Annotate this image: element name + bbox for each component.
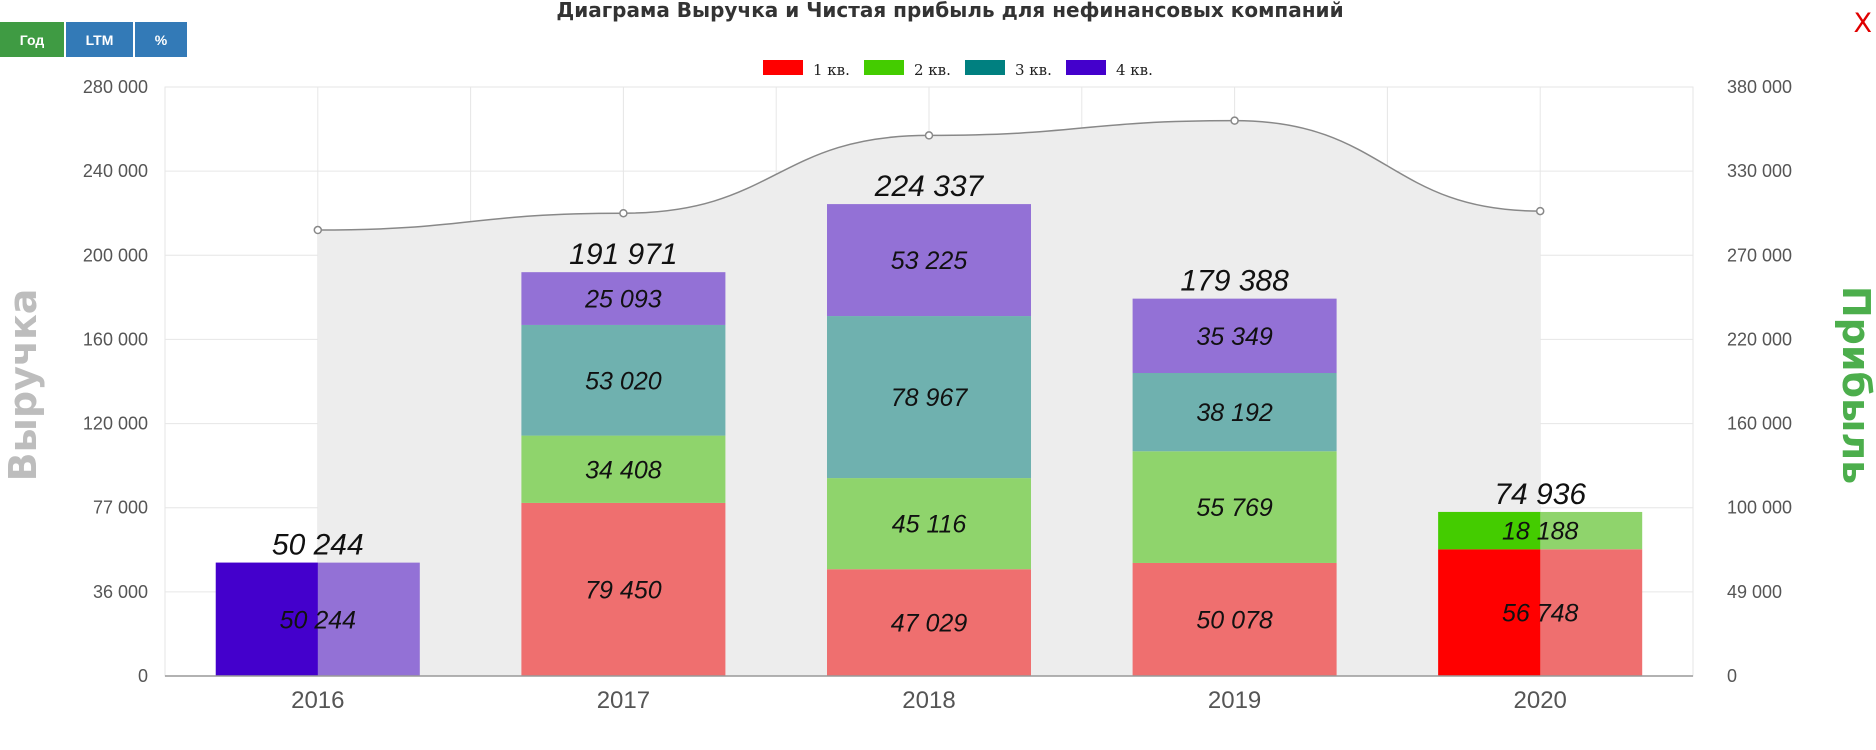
x-tick-label: 2018 (902, 687, 955, 714)
data-label-q1: 50 078 (1196, 606, 1273, 634)
y-left-axis-title: Выручка (1, 289, 45, 482)
bar-segment-q3 (521, 324, 726, 436)
close-icon[interactable]: X (1853, 8, 1873, 39)
bar-highlight-q4 (215, 562, 318, 676)
data-label-q1: 56 748 (1502, 600, 1579, 628)
y-right-tick-label: 100 000 (1727, 498, 1792, 518)
y-left-tick-label: 240 000 (83, 161, 148, 181)
chart-title: Диаграма Выручка и Чистая прибыль для не… (556, 0, 1344, 22)
x-tick-label: 2017 (597, 687, 650, 714)
legend-label-q2: 2 кв. (914, 61, 951, 79)
y-left-tick-label: 160 000 (83, 329, 148, 349)
data-label-q1: 79 450 (585, 576, 662, 604)
legend-swatch-q3 (965, 60, 1005, 75)
y-right-tick-label: 330 000 (1727, 161, 1792, 181)
bar-segment-q2 (521, 435, 726, 503)
bar-segment-q3 (827, 316, 1031, 479)
y-left-tick-label: 200 000 (83, 245, 148, 265)
y-right-tick-label: 0 (1727, 666, 1737, 686)
y-left-tick-label: 120 000 (83, 414, 148, 434)
bar-total-label: 224 337 (874, 170, 985, 203)
bar-highlight-q1 (1438, 549, 1541, 676)
data-label-q2: 18 188 (1502, 518, 1579, 546)
area-line-point (1535, 206, 1545, 216)
percent-button[interactable]: % (135, 22, 187, 57)
period-toolbar: Год LTM % (0, 22, 187, 57)
data-label-q1: 47 029 (891, 610, 968, 638)
area-line-point (313, 225, 323, 235)
data-label-q3: 53 020 (585, 367, 662, 395)
bar-segment-q1 (1132, 562, 1337, 676)
bar-total-label: 191 971 (569, 238, 677, 271)
y-left-tick-label: 0 (138, 666, 148, 686)
bar-segment-q3 (1132, 373, 1337, 452)
legend-swatch-q4 (1066, 60, 1106, 75)
x-tick-label: 2019 (1208, 687, 1261, 714)
bar-segment-q1 (827, 569, 1031, 676)
legend-label-q1: 1 кв. (813, 61, 850, 79)
y-left-tick-label: 36 000 (93, 582, 148, 602)
bar-total-label: 50 244 (272, 529, 364, 562)
data-label-q4: 35 349 (1196, 323, 1273, 351)
data-label-q2: 55 769 (1196, 494, 1273, 522)
x-tick-label: 2020 (1514, 687, 1567, 714)
y-right-tick-label: 270 000 (1727, 245, 1792, 265)
data-label-q4: 53 225 (891, 247, 968, 275)
y-right-tick-label: 220 000 (1727, 329, 1792, 349)
y-right-tick-label: 380 000 (1727, 77, 1792, 97)
y-right-axis-title: Прибыль (1834, 286, 1876, 484)
data-label-q2: 45 116 (892, 511, 967, 539)
legend-label-q3: 3 кв. (1015, 61, 1052, 79)
x-tick-label: 2016 (291, 687, 344, 714)
area-line-point (924, 131, 934, 140)
legend-swatch-q2 (864, 60, 904, 75)
data-label-q3: 78 967 (891, 384, 969, 412)
bar-segment-q4 (1132, 298, 1337, 374)
y-right-tick-label: 160 000 (1727, 414, 1792, 434)
data-label-q2: 34 408 (585, 456, 662, 484)
bar-segment-q1 (521, 502, 726, 676)
ltm-button[interactable]: LTM (66, 22, 133, 57)
bar-total-label: 74 936 (1494, 478, 1586, 511)
bar-highlight-q2 (1438, 511, 1541, 550)
bar-segment-q4 (827, 204, 1031, 317)
area-line-point (619, 208, 628, 218)
y-left-tick-label: 77 000 (93, 498, 148, 518)
y-right-tick-label: 49 000 (1727, 582, 1782, 602)
data-label-q3: 38 192 (1196, 399, 1273, 427)
year-button[interactable]: Год (0, 22, 64, 57)
y-left-tick-label: 280 000 (83, 77, 148, 97)
area-line-point (1230, 116, 1239, 125)
bar-segment-q2 (827, 478, 1031, 570)
data-label-q4: 25 093 (584, 286, 662, 314)
bar-segment-q2 (1132, 451, 1337, 563)
bar-segment-q4 (521, 272, 726, 325)
bar-total-label: 179 388 (1180, 265, 1289, 298)
legend-label-q4: 4 кв. (1116, 61, 1153, 79)
legend-swatch-q1 (763, 60, 803, 75)
data-label-q4: 50 244 (280, 606, 356, 634)
